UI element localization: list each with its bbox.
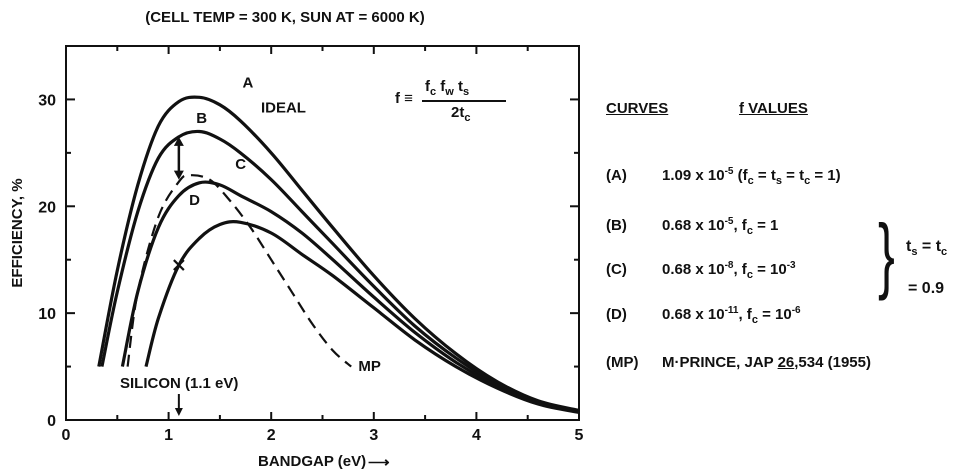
formula-denominator: 2tc (451, 104, 471, 124)
legend-brace-bottom: = 0.9 (908, 280, 945, 297)
curve-label-mp: MP (358, 358, 381, 375)
legend-key: (D) (606, 306, 627, 323)
x-tick-label: 1 (164, 427, 173, 444)
curve-annotations: A IDEAL B C D MP SILICON (1.1 eV) (120, 75, 381, 416)
y-tick-label: 10 (38, 306, 56, 323)
formula-lhs: f ≡ (395, 90, 413, 107)
curve-label-c: C (235, 156, 246, 173)
legend-row: (D) 0.68 x 10-11, fc = 10-6 (606, 305, 801, 326)
curves-group (97, 95, 580, 415)
curve-label-b: B (196, 110, 207, 127)
formula: f ≡ fc fw ts 2tc (395, 78, 535, 148)
curve-label-ideal: IDEAL (261, 99, 306, 116)
curve-label-a: A (242, 75, 253, 92)
legend-row: (A) 1.09 x 10-5 (fc = ts = tc = 1) (606, 166, 841, 187)
chart-subtitle: (CELL TEMP = 300 K, SUN AT = 6000 K) (145, 9, 425, 26)
legend-brace-top: ts = tc (906, 238, 948, 259)
y-axis-label: EFFICIENCY, % (9, 178, 26, 287)
legend-value: M·PRINCE, JAP 26,534 (1955) (662, 354, 871, 371)
x-tick-label: 5 (575, 427, 584, 444)
legend-key: (MP) (606, 354, 639, 371)
x-axis-label: BANDGAP (eV) (258, 453, 366, 470)
series-line-c (120, 180, 580, 414)
legend-value: 0.68 x 10-8, fc = 10-3 (662, 260, 796, 281)
y-tick-label: 20 (38, 199, 56, 216)
legend-brace: } (878, 207, 895, 301)
legend-row: (B) 0.68 x 10-5, fc = 1 (606, 216, 778, 237)
legend-curves-heading: CURVES (606, 100, 669, 117)
series-line-b (100, 129, 580, 414)
axis-ticks: 0 1 2 3 4 5 0 10 20 30 (38, 45, 584, 444)
series-line-a (97, 95, 580, 412)
series-line-d (144, 220, 580, 415)
x-tick-label: 3 (369, 427, 378, 444)
legend-value: 1.09 x 10-5 (fc = ts = tc = 1) (662, 166, 841, 187)
x-tick-label: 4 (472, 427, 481, 444)
legend-value: 0.68 x 10-5, fc = 1 (662, 216, 779, 237)
legend-key: (C) (606, 261, 627, 278)
legend-values-heading: f VALUES (739, 100, 808, 117)
legend-key: (B) (606, 217, 627, 234)
legend-value: 0.68 x 10-11, fc = 10-6 (662, 305, 801, 326)
silicon-arrowhead-up (173, 136, 184, 146)
legend-row: (MP) M·PRINCE, JAP 26,534 (1955) (606, 354, 871, 371)
formula-fraction-bar (422, 100, 506, 102)
silicon-arrowhead-down (173, 170, 184, 180)
formula-numerator: fc fw ts (425, 78, 470, 98)
x-tick-label: 0 (62, 427, 71, 444)
efficiency-chart: (CELL TEMP = 300 K, SUN AT = 6000 K) 0 1 2… (9, 9, 584, 471)
curve-label-d: D (189, 192, 200, 209)
x-axis-arrow: ⟶ (368, 454, 390, 471)
y-tick-label: 30 (38, 92, 56, 109)
legend-row: (C) 0.68 x 10-8, fc = 10-3 (606, 260, 796, 281)
y-tick-label: 0 (47, 413, 56, 430)
silicon-x-marker (173, 259, 185, 271)
silicon-label: SILICON (1.1 eV) (120, 375, 238, 392)
x-tick-label: 2 (267, 427, 276, 444)
series-line-mp (126, 174, 352, 368)
legend-key: (A) (606, 167, 627, 184)
silicon-axis-arrowhead (174, 408, 183, 416)
